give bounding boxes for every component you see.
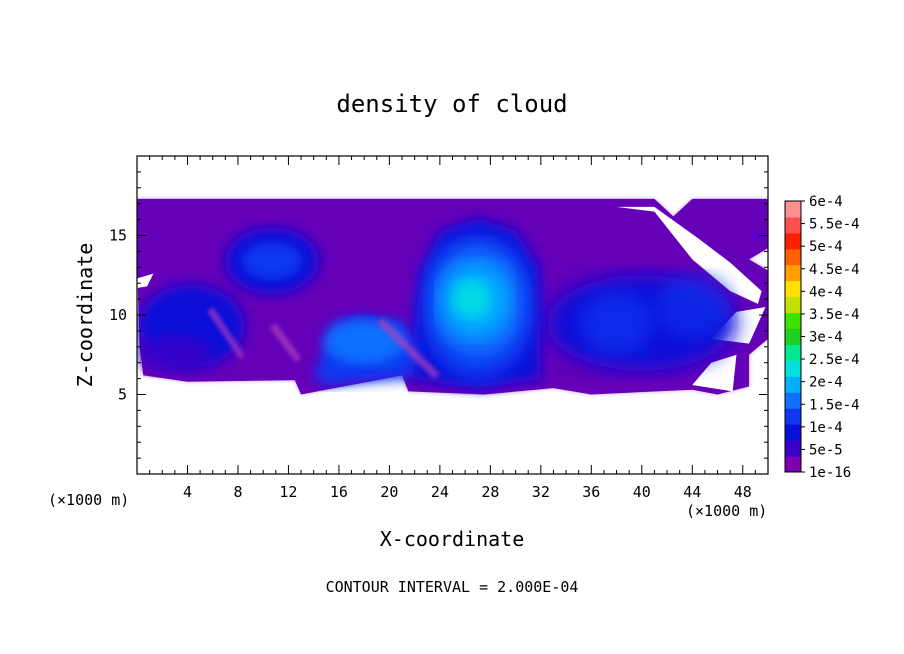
y-tick-label: 5 [118, 386, 127, 404]
clear-air-gap [137, 273, 154, 288]
colorbar-swatch [785, 408, 801, 425]
colorbar-swatch [785, 312, 801, 330]
colorbar-swatch [785, 296, 801, 314]
updraft-peak [452, 280, 491, 319]
x-tick-label: 4 [183, 483, 192, 501]
colorbar-label: 2e-4 [809, 375, 843, 391]
x-tick-label: 40 [633, 483, 651, 501]
colorbar-swatch [785, 344, 801, 361]
violet-streak [207, 307, 245, 360]
colorbar-label: 4e-4 [809, 284, 843, 300]
x-tick-label: 28 [481, 483, 499, 501]
right-cell-core [578, 291, 655, 355]
colorbar-swatch [785, 201, 801, 218]
colorbar-label: 6e-4 [809, 194, 843, 210]
colorbar-label: 1e-16 [809, 465, 851, 481]
x-tick-label: 20 [380, 483, 398, 501]
colorbar-swatch [785, 280, 801, 298]
colorbar-label: 5e-4 [809, 239, 843, 255]
colorbar-swatch [785, 248, 801, 266]
central-lower-core [323, 319, 405, 365]
x-tick-label: 24 [431, 483, 449, 501]
colorbar-label: 5.5e-4 [809, 217, 860, 233]
colorbar-swatch [785, 376, 801, 393]
x-tick-label: 16 [330, 483, 348, 501]
x-tick-label: 12 [279, 483, 297, 501]
colorbar-swatch [785, 360, 801, 377]
colorbar-swatch [785, 440, 801, 457]
x-axis-label: X-coordinate [380, 527, 525, 551]
clear-air-gap [692, 354, 737, 392]
colorbar-swatch [785, 424, 801, 441]
x-unit-left: (×1000 m) [48, 491, 129, 509]
colorbar-swatch [785, 264, 801, 282]
violet-streak [269, 322, 302, 363]
density-field [137, 198, 768, 395]
x-tick-label: 8 [233, 483, 242, 501]
colorbar-swatch [785, 216, 801, 234]
colorbar-label: 3.5e-4 [809, 307, 860, 323]
x-tick-label: 32 [532, 483, 550, 501]
colorbar-label: 5e-5 [809, 442, 843, 458]
x-tick-label: 44 [683, 483, 701, 501]
colorbar-swatch [785, 392, 801, 409]
violet-streak [376, 318, 440, 379]
colorbar-swatch [785, 328, 801, 345]
right-cell-core-2 [654, 275, 731, 339]
y-axis-label: Z-coordinate [73, 243, 97, 388]
colorbar-swatch [785, 456, 801, 473]
colorbar: 1e-16 5e-5 1e-4 1.5e-4 2e-4 2.5e-4 3e-4 3.5e-4 4… [784, 194, 860, 481]
clear-air-gap [616, 206, 762, 304]
colorbar-label: 2.5e-4 [809, 352, 860, 368]
colorbar-label: 3e-4 [809, 330, 843, 346]
x-tick-label: 48 [734, 483, 752, 501]
x-unit-right: (×1000 m) [686, 502, 767, 520]
colorbar-swatch [785, 232, 801, 250]
upper-left-cell-core [241, 241, 303, 281]
colorbar-label: 1e-4 [809, 420, 843, 436]
y-tick-label: 15 [109, 227, 127, 245]
contour-interval-note: CONTOUR INTERVAL = 2.000E-04 [326, 578, 579, 596]
colorbar-label: 1.5e-4 [809, 397, 860, 413]
x-tick-label: 36 [582, 483, 600, 501]
y-tick-label: 10 [109, 306, 127, 324]
low-left-band [137, 335, 213, 374]
chart-title: density of cloud [336, 90, 567, 118]
colorbar-label: 4.5e-4 [809, 262, 860, 278]
